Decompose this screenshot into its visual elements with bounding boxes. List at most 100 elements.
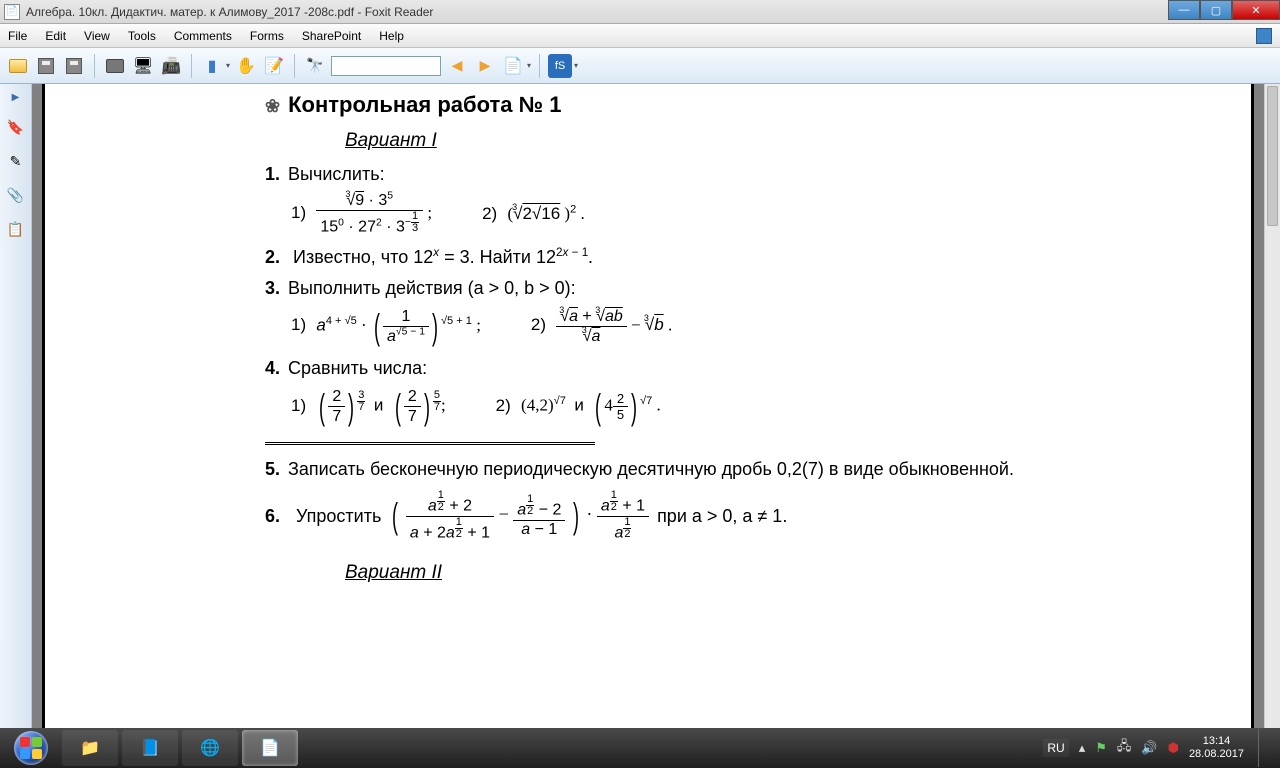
sidebar: ▶ 🔖 ✎ 📎 📋 xyxy=(0,84,32,728)
windows-taskbar: 📁 📘 🌐 📄 RU ▴ ⚑ 🖧 🔊 ⬢ 13:14 28.08.2017 xyxy=(0,728,1280,768)
sidebar-expand-icon[interactable]: ▶ xyxy=(12,92,20,103)
windows-orb-icon xyxy=(14,731,48,765)
toolbar-separator xyxy=(539,54,540,78)
variant-heading: Вариант I xyxy=(345,130,1091,152)
antivirus-icon[interactable]: ⬢ xyxy=(1168,740,1179,756)
language-indicator[interactable]: RU xyxy=(1043,739,1068,757)
taskbar-explorer[interactable]: 📁 xyxy=(62,730,118,766)
save-button[interactable] xyxy=(34,54,58,78)
dropdown-icon[interactable]: ▾ xyxy=(226,61,230,70)
problem-6: 6.Упростить ( a12 + 2a + 2a12 + 1 − a12 … xyxy=(265,490,1091,542)
menu-comments[interactable]: Comments xyxy=(174,29,232,43)
document-viewport[interactable]: ❀ Контрольная работа № 1 Вариант I 1.Вычи… xyxy=(32,84,1264,728)
search-page-icon: 📄 xyxy=(503,56,523,76)
print-button[interactable] xyxy=(103,54,127,78)
hand-icon: ✋ xyxy=(236,56,256,76)
explorer-icon: 📁 xyxy=(80,738,100,758)
menu-file[interactable]: File xyxy=(8,29,27,43)
clock-time: 13:14 xyxy=(1189,735,1244,748)
find-next-button[interactable]: ▶ xyxy=(473,54,497,78)
save-icon xyxy=(66,58,82,74)
show-desktop-button[interactable] xyxy=(1258,729,1268,767)
system-tray: RU ▴ ⚑ 🖧 🔊 ⬢ 13:14 28.08.2017 xyxy=(1043,729,1276,767)
search-settings-button[interactable]: 📄 xyxy=(501,54,525,78)
save-icon xyxy=(38,58,54,74)
problem-3-parts: 1) a4 + √5 · (1a√5 − 1)√5 + 1 ; 2) 3√a +… xyxy=(291,305,1091,348)
page-title: ❀ Контрольная работа № 1 xyxy=(265,92,1091,118)
find-button[interactable]: 🔭 xyxy=(303,54,327,78)
word-icon: 📘 xyxy=(140,738,160,758)
find-prev-button[interactable]: ◀ xyxy=(445,54,469,78)
section-divider xyxy=(265,442,595,445)
foxit-icon: 📄 xyxy=(260,738,280,758)
page-button[interactable]: ▮ xyxy=(200,54,224,78)
share-button[interactable]: fS xyxy=(548,54,572,78)
print-icon xyxy=(106,59,124,73)
menu-edit[interactable]: Edit xyxy=(45,29,66,43)
hand-tool-button[interactable]: ✋ xyxy=(234,54,258,78)
binoculars-icon: 🔭 xyxy=(306,57,323,74)
dropdown-icon[interactable]: ▾ xyxy=(527,61,531,70)
toolbar-separator xyxy=(191,54,192,78)
doc-heading: Контрольная работа № 1 xyxy=(288,92,561,117)
search-input[interactable] xyxy=(331,56,441,76)
page-content: ❀ Контрольная работа № 1 Вариант I 1.Вычи… xyxy=(265,92,1091,596)
signatures-icon[interactable]: ✎ xyxy=(6,151,26,171)
close-button[interactable]: ✕ xyxy=(1232,0,1280,20)
start-button[interactable] xyxy=(4,729,58,767)
attachments-icon[interactable]: 📎 xyxy=(6,185,26,205)
menu-help[interactable]: Help xyxy=(379,29,404,43)
volume-icon[interactable]: 🔊 xyxy=(1141,740,1157,756)
problem-5: 5.Записать бесконечную периодическую дес… xyxy=(265,459,1091,480)
email-button[interactable]: 📠 xyxy=(159,54,183,78)
problem-4-parts: 1) (27)37 и (27)57; 2) (4,2)√7 и (425)√7… xyxy=(291,385,1091,428)
maximize-button[interactable]: ▢ xyxy=(1200,0,1232,20)
ornament-icon: ❀ xyxy=(265,96,280,116)
menu-forms[interactable]: Forms xyxy=(250,29,284,43)
share-icon: fS xyxy=(555,60,565,72)
save-as-button[interactable] xyxy=(62,54,86,78)
toolbar-separator xyxy=(294,54,295,78)
toolbar-separator xyxy=(94,54,95,78)
taskbar-foxit[interactable]: 📄 xyxy=(242,730,298,766)
clock[interactable]: 13:14 28.08.2017 xyxy=(1189,735,1244,761)
vertical-scrollbar[interactable] xyxy=(1264,84,1280,728)
window-title: Алгебра. 10кл. Дидактич. матер. к Алимов… xyxy=(26,5,433,19)
tray-up-icon[interactable]: ▴ xyxy=(1079,740,1086,756)
menu-tools[interactable]: Tools xyxy=(128,29,156,43)
select-tool-button[interactable]: 📝 xyxy=(262,54,286,78)
toolbar: 🖥 📠 ▮ ▾ ✋ 📝 🔭 ◀ ▶ 📄 ▾ fS ▾ xyxy=(0,48,1280,84)
menu-sharepoint[interactable]: SharePoint xyxy=(302,29,361,43)
bookmarks-icon[interactable]: 🔖 xyxy=(6,117,26,137)
app-icon: 📄 xyxy=(4,4,20,20)
problem-1-parts: 1) 3√9 · 35 150 · 272 · 3−13 ; 2) (3√2√1… xyxy=(291,191,1091,237)
scan-icon: 🖥 xyxy=(133,56,153,76)
network-icon[interactable]: 🖧 xyxy=(1117,737,1132,759)
window-titlebar: 📄 Алгебра. 10кл. Дидактич. матер. к Алим… xyxy=(0,0,1280,24)
scroll-thumb[interactable] xyxy=(1267,86,1278,226)
taskbar-word[interactable]: 📘 xyxy=(122,730,178,766)
open-button[interactable] xyxy=(6,54,30,78)
arrow-right-icon: ▶ xyxy=(480,57,491,74)
folder-icon xyxy=(9,59,27,73)
arrow-left-icon: ◀ xyxy=(452,57,463,74)
problem-3: 3.Выполнить действия (a > 0, b > 0): xyxy=(265,278,1091,299)
menu-view[interactable]: View xyxy=(84,29,110,43)
taskbar-chrome[interactable]: 🌐 xyxy=(182,730,238,766)
variant-heading-2: Вариант II xyxy=(345,562,1091,584)
problem-4: 4.Сравнить числа: xyxy=(265,358,1091,379)
comments-icon[interactable]: 📋 xyxy=(6,219,26,239)
problem-1: 1.Вычислить: xyxy=(265,164,1091,185)
action-center-icon[interactable]: ⚑ xyxy=(1095,740,1107,756)
minimize-button[interactable]: — xyxy=(1168,0,1200,20)
select-icon: 📝 xyxy=(264,56,284,76)
page-icon: ▮ xyxy=(208,56,217,76)
problem-2: 2. Известно, что 12x = 3. Найти 122x − 1… xyxy=(265,247,1091,268)
email-icon: 📠 xyxy=(161,56,181,76)
fullscreen-icon[interactable] xyxy=(1256,28,1272,44)
clock-date: 28.08.2017 xyxy=(1189,748,1244,761)
chrome-icon: 🌐 xyxy=(200,738,220,758)
pdf-page: ❀ Контрольная работа № 1 Вариант I 1.Вычи… xyxy=(42,84,1254,728)
dropdown-icon[interactable]: ▾ xyxy=(574,61,578,70)
scan-button[interactable]: 🖥 xyxy=(131,54,155,78)
